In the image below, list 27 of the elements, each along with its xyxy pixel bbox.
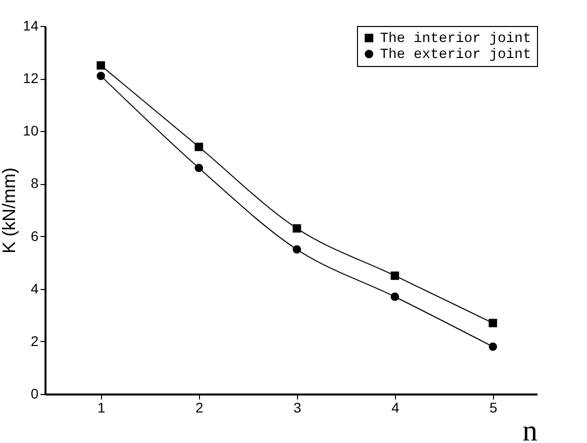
point	[96, 61, 106, 70]
point	[292, 245, 302, 254]
legend-label: The interior joint	[380, 31, 532, 47]
point	[194, 142, 204, 152]
point	[194, 164, 204, 172]
point	[390, 272, 400, 280]
point	[390, 292, 400, 301]
x-tick-label: 5	[490, 400, 498, 416]
point	[488, 318, 498, 328]
y-tick-label: 8	[30, 175, 39, 192]
legend-label: The exterior joint	[380, 47, 532, 63]
x-tick-label: 1	[97, 400, 106, 416]
x-axis-title: n	[522, 414, 538, 443]
y-tick-label: 12	[22, 70, 39, 86]
x-tick-label: 4	[391, 400, 400, 416]
y-tick-label: 2	[30, 332, 39, 349]
y-tick-label: 10	[22, 122, 39, 139]
y-tick-label: 4	[30, 280, 39, 296]
y-axis-title: K (kN/mm)	[0, 168, 19, 254]
y-tick-label: 0	[30, 386, 39, 402]
y-tick-label: 6	[30, 228, 39, 244]
x-tick-label: 2	[195, 400, 204, 416]
point	[488, 342, 498, 351]
point	[96, 72, 106, 80]
x-tick-label: 3	[293, 400, 302, 416]
point	[292, 224, 302, 233]
y-tick-label: 14	[22, 18, 39, 34]
